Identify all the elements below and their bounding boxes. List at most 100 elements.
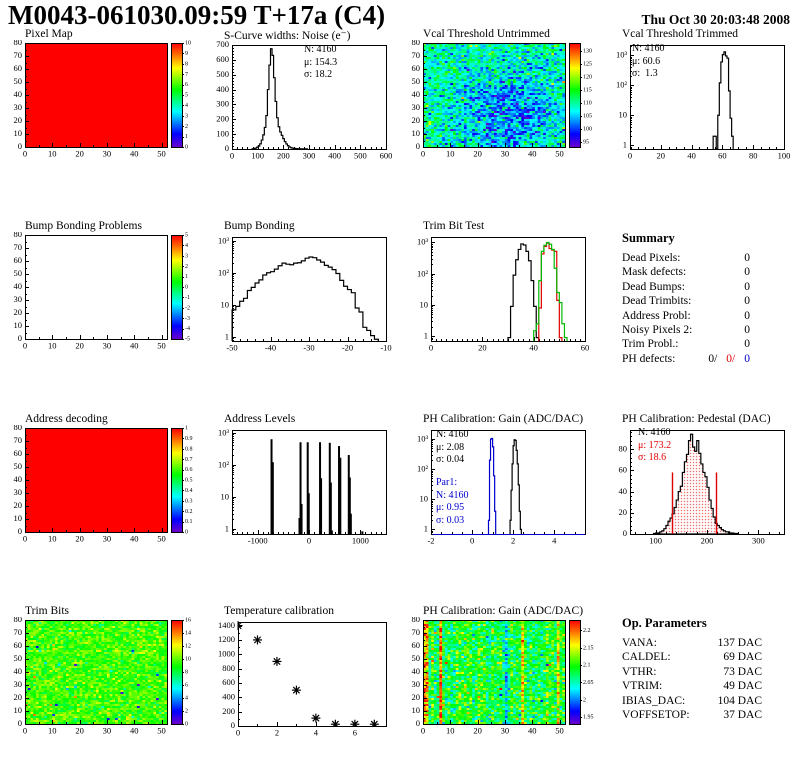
panel-temp-calib: Temperature calibration: [204, 605, 400, 746]
scurve-noise-chart: [204, 40, 400, 164]
stats-line: μ: 60.6: [632, 55, 661, 67]
chart-title: Bump Bonding Problems: [25, 220, 142, 232]
page-title: M0043-061030.09:59 T+17a (C4): [8, 0, 386, 30]
stats-box: N: 4160 μ: 60.6 σ: 1.3: [632, 43, 665, 81]
panel-bump-problems: Bump Bonding Problems: [5, 220, 201, 361]
ph-pedestal-chart: [602, 425, 796, 549]
address-decoding-chart: [5, 425, 201, 549]
chart-title: Address decoding: [25, 413, 108, 425]
panel-trim-bit-test: Trim Bit Test: [403, 220, 599, 361]
ph-defects-black: 0/: [708, 352, 718, 365]
stats-line: σ: 0.04: [436, 454, 465, 465]
op-label: IBIAS_DAC:: [622, 694, 686, 707]
op-value: 73 DAC: [723, 665, 762, 678]
summary-row: Noisy Pixels 2: 0: [622, 323, 750, 337]
op-parameter-row: CALDEL: 69 DAC: [622, 650, 762, 664]
chart-title: PH Calibration: Gain (ADC/DAC): [423, 605, 584, 617]
chart-title: PH Calibration: Gain (ADC/DAC): [423, 413, 584, 425]
trim-bits-chart: [5, 617, 201, 741]
summary-value: 0: [744, 280, 750, 293]
trim-bit-test-chart: [403, 232, 599, 356]
stats-line: N: 4160: [436, 489, 469, 501]
summary-value: 0: [744, 266, 750, 279]
ph-gain-map-chart: [403, 617, 599, 741]
stats-line: σ: 18.2: [304, 69, 333, 80]
op-label: VANA:: [622, 637, 657, 649]
summary-heading: Summary: [622, 231, 675, 245]
stats-line: μ: 2.08: [436, 441, 465, 453]
summary-value: 0: [744, 309, 750, 322]
temp-calib-chart: [204, 617, 400, 741]
summary-label: Address Probl:: [622, 309, 691, 322]
address-levels-chart: [204, 425, 400, 549]
timestamp: Thu Oct 30 20:03:48 2008: [641, 12, 791, 27]
op-parameter-row: VOFFSETOP: 37 DAC: [622, 708, 762, 722]
summary-label: PH defects:: [622, 352, 676, 365]
stats-line: N: 4160: [436, 429, 469, 440]
panel-summary: Summary Dead Pixels: 0 Mask defects: 0 Dea…: [602, 221, 796, 365]
chart-title: Vcal Threshold Untrimmed: [423, 28, 550, 40]
ph-gain-hist-chart: [403, 425, 599, 549]
op-parameters-heading: Op. Parameters: [622, 616, 707, 630]
summary-row: Dead Trimbits: 0: [622, 294, 750, 308]
op-value: 69 DAC: [723, 651, 762, 664]
stats-line: μ: 154.3: [304, 56, 338, 68]
summary-row: Dead Bumps: 0: [622, 280, 750, 294]
chart-title: Pixel Map: [25, 28, 73, 40]
stats-line: σ: 1.3: [632, 68, 658, 79]
summary-row: Trim Probl.: 0: [622, 337, 750, 351]
op-parameter-row: IBIAS_DAC: 104 DAC: [622, 694, 762, 708]
chart-title: Trim Bit Test: [423, 220, 485, 232]
panel-vcal-untrimmed: Vcal Threshold Untrimmed: [403, 28, 599, 169]
chart-title: Vcal Threshold Trimmed: [622, 28, 739, 40]
stats-box: N: 4160 μ: 173.2 σ: 18.6: [638, 427, 671, 465]
stats-line: N: 4160: [304, 44, 337, 55]
op-parameter-row: VTRIM: 49 DAC: [622, 679, 762, 693]
stats-box: N: 4160 μ: 2.08 σ: 0.04: [436, 429, 469, 467]
ph-defects-values: 0/ 0/ 0: [708, 352, 750, 366]
panel-address-levels: Address Levels: [204, 413, 400, 554]
vcal-untrimmed-chart: [403, 40, 599, 164]
op-value: 137 DAC: [717, 637, 762, 649]
op-parameter-row: VANA: 137 DAC: [622, 636, 762, 650]
summary-label: Trim Probl.:: [622, 338, 679, 351]
summary-value: 0: [744, 338, 750, 351]
summary-label: Noisy Pixels 2:: [622, 324, 693, 337]
summary-label: Dead Trimbits:: [622, 295, 692, 308]
summary-value: 0: [744, 252, 750, 264]
panel-bump-bonding: Bump Bonding: [204, 220, 400, 361]
chart-title: Temperature calibration: [224, 605, 334, 617]
op-value: 49 DAC: [723, 680, 762, 693]
summary-label: Dead Pixels:: [622, 252, 681, 264]
panel-address-decoding: Address decoding: [5, 413, 201, 554]
vcal-trimmed-chart: [602, 40, 796, 164]
bump-problems-chart: [5, 232, 201, 356]
panel-pixel-map: Pixel Map: [5, 28, 201, 169]
stats-box: Par1: N: 4160 μ: 0.95 σ: 0.03: [436, 477, 469, 527]
op-label: VTHR:: [622, 665, 657, 678]
panel-ph-pedestal: PH Calibration: Pedestal (DAC) N: 4160 μ:…: [602, 413, 796, 554]
stats-line: μ: 0.95: [436, 502, 465, 513]
chart-title: Address Levels: [224, 413, 296, 425]
summary-value: 0: [744, 295, 750, 308]
op-label: VTRIM:: [622, 680, 663, 693]
pixel-map-chart: [5, 40, 201, 164]
stats-line: N: 4160: [632, 43, 665, 54]
stats-line: μ: 173.2: [638, 439, 672, 451]
op-value: 37 DAC: [723, 709, 762, 722]
summary-row-ph-defects: PH defects: 0/ 0/ 0: [622, 352, 750, 366]
chart-title: Bump Bonding: [224, 220, 295, 232]
panel-ph-gain-hist: PH Calibration: Gain (ADC/DAC) N: 4160 μ:…: [403, 413, 599, 554]
ph-defects-red: 0/: [726, 352, 736, 365]
chart-title: Trim Bits: [25, 605, 70, 617]
summary-row: Mask defects: 0: [622, 265, 750, 279]
bump-bonding-chart: [204, 232, 400, 356]
panel-vcal-trimmed: Vcal Threshold Trimmed N: 4160 μ: 60.6 σ: …: [602, 28, 796, 169]
stats-box: N: 4160 μ: 154.3 σ: 18.2: [304, 44, 337, 82]
ph-defects-blue: 0: [744, 352, 750, 365]
stats-line: Par1:: [436, 477, 458, 488]
op-label: CALDEL:: [622, 651, 671, 664]
summary-value: 0: [744, 324, 750, 337]
summary-row: Address Probl: 0: [622, 309, 750, 323]
summary-row: Dead Pixels: 0: [622, 251, 750, 265]
